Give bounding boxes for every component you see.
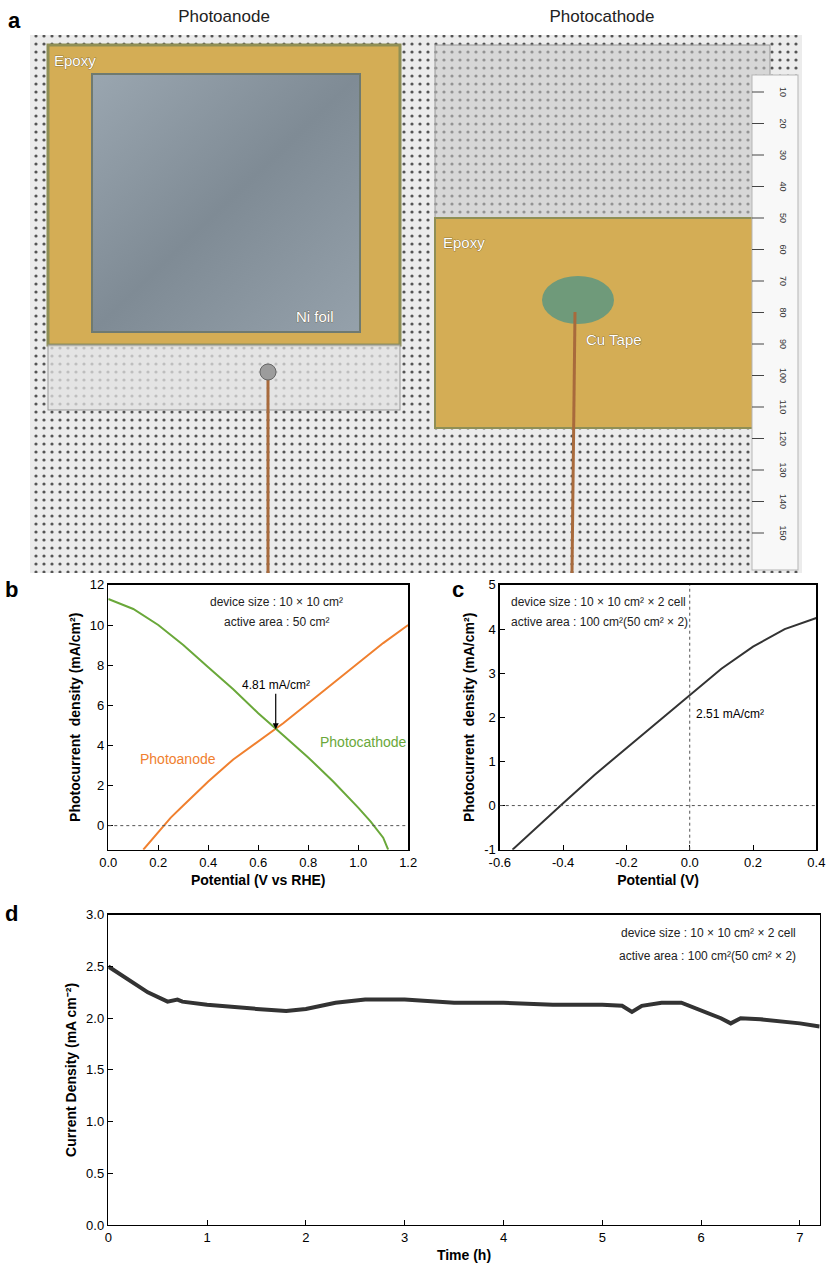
svg-text:0: 0	[105, 1230, 112, 1245]
svg-text:Photocathode: Photocathode	[550, 7, 655, 26]
svg-text:110: 110	[778, 400, 788, 414]
svg-text:4: 4	[97, 738, 104, 753]
svg-text:70: 70	[778, 276, 788, 286]
svg-text:Photocurrent density (mA/cm²): Photocurrent density (mA/cm²)	[461, 613, 477, 822]
svg-text:-1: -1	[484, 842, 496, 857]
svg-text:1.5: 1.5	[86, 1062, 104, 1077]
svg-text:Photoanode: Photoanode	[178, 7, 270, 26]
svg-text:130: 130	[778, 462, 788, 477]
svg-text:Potential (V vs RHE): Potential (V vs RHE)	[191, 872, 326, 888]
svg-text:b: b	[5, 577, 18, 602]
svg-text:a: a	[8, 8, 21, 33]
svg-text:60: 60	[778, 244, 788, 254]
svg-text:0.0: 0.0	[99, 855, 117, 870]
svg-text:4: 4	[500, 1230, 507, 1245]
svg-text:1: 1	[488, 754, 495, 769]
svg-text:4: 4	[488, 622, 495, 637]
svg-text:7: 7	[796, 1230, 803, 1245]
svg-text:0.8: 0.8	[299, 855, 317, 870]
svg-text:6: 6	[697, 1230, 704, 1245]
svg-text:active area : 100 cm²(50 cm² ×: active area : 100 cm²(50 cm² × 2)	[511, 615, 688, 629]
svg-text:Epoxy: Epoxy	[443, 234, 485, 251]
svg-text:5: 5	[488, 577, 495, 592]
svg-text:0.5: 0.5	[86, 1166, 104, 1181]
svg-text:device size : 10 × 10 cm² × 2: device size : 10 × 10 cm² × 2 cell	[621, 926, 796, 940]
svg-text:10: 10	[90, 618, 104, 633]
svg-text:active area : 100 cm²(50 cm² ×: active area : 100 cm²(50 cm² × 2)	[619, 949, 796, 963]
svg-text:-0.6: -0.6	[489, 855, 511, 870]
svg-text:120: 120	[778, 431, 788, 446]
svg-text:Epoxy: Epoxy	[54, 52, 96, 69]
svg-text:150: 150	[778, 525, 788, 540]
svg-text:0.0: 0.0	[681, 855, 699, 870]
svg-text:2.5: 2.5	[86, 959, 104, 974]
svg-text:active area : 50 cm²: active area : 50 cm²	[224, 615, 329, 629]
svg-text:2: 2	[488, 710, 495, 725]
svg-text:5: 5	[599, 1230, 606, 1245]
svg-text:4.81 mA/cm²: 4.81 mA/cm²	[242, 678, 310, 692]
svg-text:0.2: 0.2	[149, 855, 167, 870]
svg-text:0.2: 0.2	[744, 855, 762, 870]
svg-text:80: 80	[778, 307, 788, 317]
svg-text:1.2: 1.2	[399, 855, 417, 870]
svg-text:Photoanode: Photoanode	[140, 751, 216, 767]
svg-text:Current Density (mA cm⁻²): Current Density (mA cm⁻²)	[63, 983, 79, 1157]
svg-text:3: 3	[488, 666, 495, 681]
svg-text:-0.2: -0.2	[615, 855, 637, 870]
svg-text:c: c	[452, 577, 464, 602]
svg-text:2: 2	[302, 1230, 309, 1245]
svg-text:6: 6	[97, 698, 104, 713]
svg-text:Potential (V): Potential (V)	[617, 872, 699, 888]
svg-text:8: 8	[97, 658, 104, 673]
svg-text:0.4: 0.4	[199, 855, 217, 870]
svg-text:d: d	[5, 901, 18, 926]
svg-text:100: 100	[778, 368, 788, 383]
svg-text:40: 40	[778, 181, 788, 191]
svg-text:Ni foil: Ni foil	[296, 308, 334, 325]
svg-text:Time (h): Time (h)	[437, 1247, 491, 1263]
svg-text:1.0: 1.0	[349, 855, 367, 870]
svg-text:0: 0	[97, 818, 104, 833]
svg-text:Photocurrent density (mA/cm²): Photocurrent density (mA/cm²)	[67, 613, 83, 822]
svg-text:90: 90	[778, 339, 788, 349]
svg-text:0.6: 0.6	[249, 855, 267, 870]
svg-text:1.0: 1.0	[86, 1114, 104, 1129]
svg-text:2.51 mA/cm²: 2.51 mA/cm²	[696, 707, 764, 721]
svg-text:10: 10	[778, 87, 788, 97]
svg-text:12: 12	[90, 577, 104, 592]
svg-text:2.0: 2.0	[86, 1011, 104, 1026]
svg-text:3.0: 3.0	[86, 907, 104, 922]
svg-text:Cu Tape: Cu Tape	[586, 331, 642, 348]
svg-text:-0.4: -0.4	[552, 855, 574, 870]
svg-text:20: 20	[778, 118, 788, 128]
svg-text:Photocathode: Photocathode	[320, 734, 407, 750]
svg-text:device size : 10 × 10 cm² × 2: device size : 10 × 10 cm² × 2 cell	[511, 595, 686, 609]
svg-text:1: 1	[203, 1230, 210, 1245]
svg-text:50: 50	[778, 213, 788, 223]
svg-text:0: 0	[488, 798, 495, 813]
svg-text:0.0: 0.0	[86, 1217, 104, 1232]
svg-text:2: 2	[97, 778, 104, 793]
svg-text:140: 140	[778, 494, 788, 509]
svg-text:0.4: 0.4	[807, 855, 825, 870]
svg-text:device size : 10 × 10 cm²: device size : 10 × 10 cm²	[210, 595, 343, 609]
svg-text:3: 3	[401, 1230, 408, 1245]
svg-text:30: 30	[778, 150, 788, 160]
